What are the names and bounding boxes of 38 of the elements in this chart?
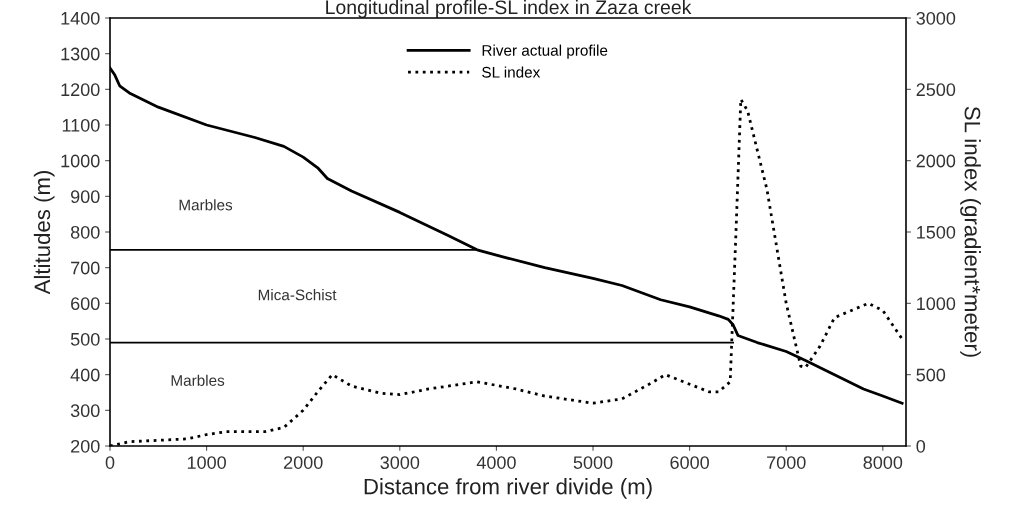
y-tick-label: 1000 (61, 154, 100, 168)
x-tick-label: 5000 (573, 456, 613, 469)
x-tick-label: 7000 (767, 456, 806, 469)
y-tick-label: 400 (70, 368, 100, 382)
x-tick-label: 6000 (670, 456, 709, 469)
y2-tick-label: 500 (916, 368, 946, 382)
y2-tick-label: 3000 (916, 11, 956, 25)
y-tick-label: 900 (71, 190, 100, 204)
y2-tick-label: 0 (916, 439, 926, 453)
x-tick-label: 1000 (187, 456, 226, 469)
y-tick-label: 200 (71, 439, 100, 453)
y2-axis-title: SL index (gradient*meter) (960, 106, 981, 357)
annotation: Mica-Schist (258, 289, 337, 301)
y-tick-label: 700 (71, 261, 100, 275)
y2-tick-label: 2500 (916, 83, 956, 97)
y-tick-label: 800 (70, 225, 100, 239)
x-tick-label: 0 (105, 456, 115, 469)
y-tick-label: 600 (71, 297, 100, 311)
y-axis-title: Altitudes (m) (33, 171, 55, 295)
chart-title: Longitudinal profile-SL index in Zaza creek (326, 0, 692, 18)
y-tick-label: 300 (70, 404, 100, 418)
x-tick-label: 8000 (863, 456, 903, 469)
y2-tick-label: 1000 (917, 297, 956, 311)
y-tick-label: 1200 (61, 83, 100, 97)
y-tick-label: 1100 (62, 118, 100, 132)
annotation: Marbles (179, 199, 233, 211)
y-tick-label: 500 (70, 332, 100, 346)
y-tick-label: 1300 (61, 47, 100, 61)
annotation: Marbles (171, 374, 225, 386)
x-tick-label: 4000 (476, 456, 516, 469)
x-axis-title: Distance from river divide (m) (364, 478, 652, 499)
x-tick-label: 2000 (284, 456, 323, 469)
legend-label: River actual profile (482, 44, 608, 59)
y2-tick-label: 2000 (916, 154, 956, 168)
y2-tick-label: 1500 (917, 225, 956, 239)
legend-label: SL index (482, 66, 541, 78)
x-tick-label: 3000 (380, 456, 420, 469)
y-tick-label: 1400 (61, 11, 100, 25)
